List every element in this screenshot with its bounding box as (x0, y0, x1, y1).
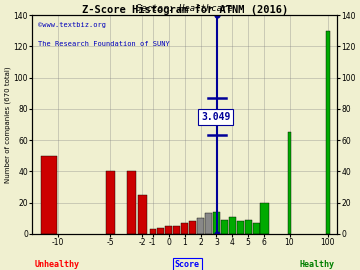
Bar (41, 156, 57, 234)
Bar (127, 171, 136, 234)
Bar (197, 218, 204, 234)
Bar (237, 221, 244, 234)
Bar (189, 221, 196, 234)
Text: ©www.textbiz.org: ©www.textbiz.org (38, 22, 106, 28)
Text: Unhealthy: Unhealthy (35, 260, 80, 269)
Bar (288, 132, 291, 234)
Y-axis label: Number of companies (670 total): Number of companies (670 total) (4, 66, 11, 183)
Bar (157, 228, 165, 234)
Bar (253, 223, 260, 234)
Text: Sector: Healthcare: Sector: Healthcare (136, 4, 233, 13)
Bar (244, 220, 252, 234)
Text: Healthy: Healthy (299, 260, 334, 269)
Bar (213, 212, 220, 234)
Title: Z-Score Histogram for ATNM (2016): Z-Score Histogram for ATNM (2016) (81, 5, 288, 15)
Bar (106, 171, 115, 234)
Bar (229, 217, 236, 234)
Bar (260, 202, 269, 234)
Text: 3.049: 3.049 (201, 112, 230, 122)
Bar (326, 31, 330, 234)
Bar (173, 226, 180, 234)
Bar (138, 195, 147, 234)
Bar (150, 229, 156, 234)
Text: The Research Foundation of SUNY: The Research Foundation of SUNY (38, 42, 170, 48)
Text: Score: Score (175, 260, 200, 269)
Bar (221, 220, 228, 234)
Bar (165, 226, 172, 234)
Bar (181, 223, 188, 234)
Bar (205, 214, 212, 234)
